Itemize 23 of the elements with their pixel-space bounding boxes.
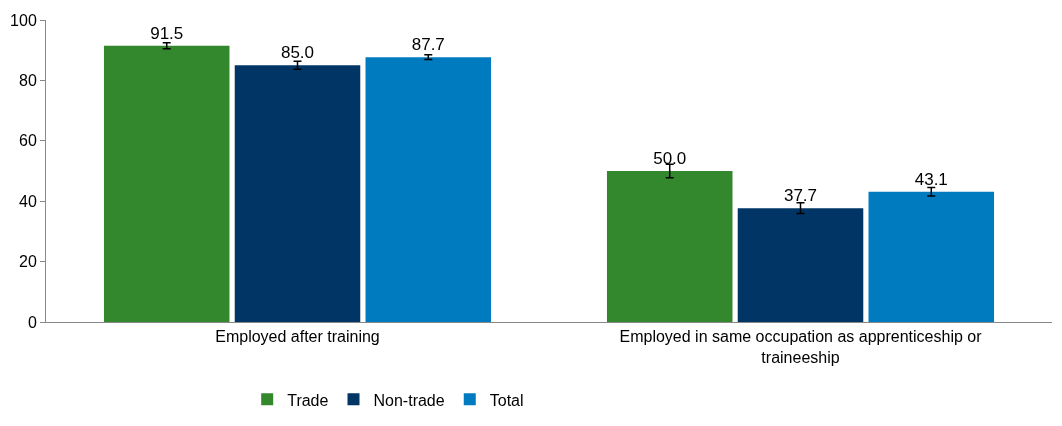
- bar: [365, 57, 492, 322]
- bar: [606, 171, 733, 322]
- y-tick-label: 80: [19, 72, 37, 89]
- y-tick-label: 0: [27, 313, 37, 331]
- y-tick-label: 40: [19, 192, 37, 210]
- data-label: 85.0: [280, 43, 315, 63]
- y-tick-label: 60: [19, 132, 37, 150]
- legend-label: Non-trade: [373, 391, 445, 409]
- x-tick-label: Employed after training: [215, 328, 380, 346]
- data-label: 50.0: [653, 149, 687, 168]
- bar: [868, 191, 995, 322]
- data-label: 91.5: [150, 23, 184, 43]
- bar: [103, 45, 230, 322]
- y-tick-label: 20: [19, 253, 37, 271]
- data-label: 43.1: [914, 169, 948, 189]
- data-label: 37.7: [783, 186, 818, 206]
- legend-label: Total: [489, 391, 524, 409]
- bar: [737, 208, 864, 322]
- bar: [234, 65, 361, 322]
- data-label: 87.7: [411, 35, 445, 55]
- x-tick-label: Employed in same occupation as apprenticeship or traineeship: [619, 328, 983, 366]
- legend-label: Trade: [287, 391, 329, 409]
- y-tick-label: 100: [10, 11, 37, 29]
